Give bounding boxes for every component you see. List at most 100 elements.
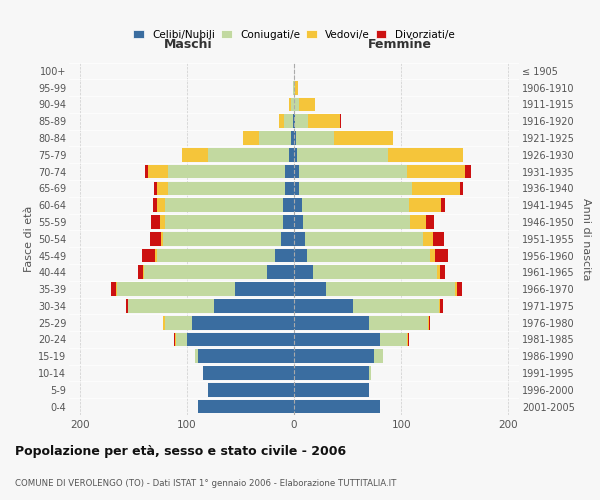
Bar — [197, 400, 294, 413]
Bar — [294, 299, 443, 313]
Bar — [197, 400, 294, 413]
Bar — [163, 316, 294, 330]
Bar — [155, 248, 294, 262]
Bar — [294, 182, 460, 196]
Bar — [294, 215, 302, 229]
Bar — [294, 299, 440, 313]
Bar — [294, 164, 407, 178]
Bar — [163, 232, 294, 245]
Bar — [259, 131, 294, 145]
Bar — [294, 316, 429, 330]
Bar — [294, 266, 313, 279]
Bar — [142, 248, 294, 262]
Bar — [294, 98, 316, 112]
Bar — [208, 148, 294, 162]
Bar — [128, 299, 294, 313]
Bar — [294, 232, 444, 245]
Bar — [197, 400, 294, 413]
Bar — [294, 350, 383, 363]
Bar — [294, 131, 296, 145]
Text: Popolazione per età, sesso e stato civile - 2006: Popolazione per età, sesso e stato civil… — [15, 444, 346, 458]
Bar — [196, 350, 294, 363]
Bar — [242, 131, 294, 145]
Bar — [291, 98, 294, 112]
Bar — [157, 198, 294, 212]
Bar — [294, 282, 455, 296]
Bar — [294, 164, 299, 178]
Bar — [214, 299, 294, 313]
Bar — [235, 282, 294, 296]
Bar — [174, 332, 294, 346]
Bar — [208, 383, 294, 396]
Bar — [294, 266, 437, 279]
Bar — [294, 400, 380, 413]
Bar — [291, 131, 294, 145]
Bar — [294, 248, 307, 262]
Bar — [293, 81, 294, 94]
Bar — [294, 114, 308, 128]
Bar — [294, 332, 380, 346]
Y-axis label: Anni di nascita: Anni di nascita — [581, 198, 592, 280]
Bar — [294, 182, 299, 196]
Bar — [294, 182, 412, 196]
Bar — [294, 215, 434, 229]
Bar — [289, 98, 294, 112]
Bar — [128, 299, 294, 313]
Bar — [166, 215, 294, 229]
Bar — [137, 266, 294, 279]
Bar — [286, 182, 294, 196]
Bar — [166, 316, 294, 330]
Bar — [294, 198, 302, 212]
Bar — [192, 316, 294, 330]
Bar — [267, 266, 294, 279]
Text: COMUNE DI VEROLENGO (TO) - Dati ISTAT 1° gennaio 2006 - Elaborazione TUTTITALIA.: COMUNE DI VEROLENGO (TO) - Dati ISTAT 1°… — [15, 478, 397, 488]
Bar — [294, 266, 440, 279]
Bar — [294, 316, 428, 330]
Bar — [293, 81, 294, 94]
Bar — [284, 114, 294, 128]
Bar — [175, 332, 294, 346]
Bar — [294, 114, 340, 128]
Bar — [111, 282, 294, 296]
Bar — [294, 316, 369, 330]
Bar — [145, 164, 294, 178]
Bar — [294, 164, 471, 178]
Bar — [208, 383, 294, 396]
Bar — [294, 232, 305, 245]
Bar — [154, 182, 294, 196]
Bar — [294, 215, 426, 229]
Bar — [143, 266, 294, 279]
Bar — [167, 164, 294, 178]
Bar — [294, 282, 326, 296]
Bar — [197, 350, 294, 363]
Bar — [289, 148, 294, 162]
Bar — [151, 215, 294, 229]
Bar — [294, 114, 341, 128]
Bar — [126, 299, 294, 313]
Bar — [283, 215, 294, 229]
Bar — [294, 383, 369, 396]
Bar — [294, 198, 409, 212]
Bar — [275, 248, 294, 262]
Bar — [294, 350, 374, 363]
Bar — [294, 282, 457, 296]
Bar — [294, 366, 371, 380]
Bar — [294, 266, 445, 279]
Bar — [294, 400, 380, 413]
Bar — [160, 215, 294, 229]
Bar — [294, 81, 298, 94]
Bar — [294, 332, 407, 346]
Bar — [208, 383, 294, 396]
Bar — [166, 198, 294, 212]
Bar — [294, 299, 353, 313]
Bar — [167, 182, 294, 196]
Bar — [294, 131, 392, 145]
Bar — [294, 232, 433, 245]
Bar — [151, 232, 294, 245]
Bar — [196, 350, 294, 363]
Bar — [161, 232, 294, 245]
Bar — [294, 232, 422, 245]
Bar — [283, 198, 294, 212]
Bar — [293, 114, 294, 128]
Text: Femmine: Femmine — [368, 38, 432, 51]
